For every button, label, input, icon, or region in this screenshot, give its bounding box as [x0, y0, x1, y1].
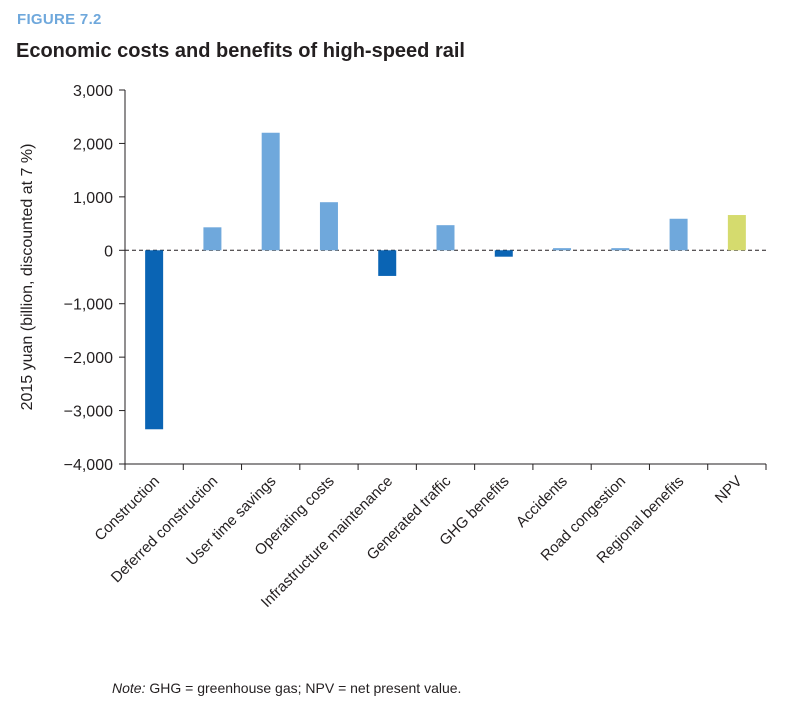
bars	[145, 132, 746, 430]
bar-regional-benefits	[669, 218, 688, 251]
bar-operating-costs	[319, 202, 338, 251]
y-tick-label: −4,000	[64, 457, 113, 474]
y-tick-label: 2,000	[73, 136, 113, 153]
y-tick-label: −3,000	[64, 404, 113, 421]
y-tick-label: 1,000	[73, 190, 113, 207]
bar-chart: 3,000 2,000 1,000 0 −1,000 −2,000 −3,000 −4,000…	[19, 83, 767, 611]
y-tick-label: 3,000	[73, 83, 113, 100]
figure-note: Note: GHG = greenhouse gas; NPV = net pr…	[112, 680, 461, 696]
y-tick-label: −1,000	[64, 297, 113, 314]
bar-construction	[145, 250, 164, 430]
y-axis: 3,000 2,000 1,000 0 −1,000 −2,000 −3,000 −4,000	[64, 83, 126, 474]
x-tick-label: Accidents	[513, 473, 571, 531]
bar-user-time-savings	[261, 132, 280, 251]
bar-generated-traffic	[436, 225, 455, 251]
bar-ghg-benefits	[494, 250, 513, 257]
x-tick-label: NPV	[712, 473, 746, 507]
x-axis	[124, 463, 767, 470]
y-tick-label: 0	[104, 243, 113, 260]
bar-accidents	[553, 248, 572, 251]
y-axis-label: 2015 yuan (billion, discounted at 7 %)	[19, 144, 36, 411]
bar-deferred-construction	[203, 227, 222, 251]
note-prefix: Note:	[112, 680, 146, 696]
y-tick-label: −2,000	[64, 350, 113, 367]
figure-label: FIGURE 7.2	[17, 11, 102, 28]
note-text: GHG = greenhouse gas; NPV = net present …	[145, 680, 462, 696]
bar-infrastructure-maintenance	[378, 250, 397, 276]
x-tick-label: Deferred construction	[108, 473, 221, 586]
bar-road-congestion	[611, 248, 630, 251]
bar-npv	[727, 215, 746, 251]
figure-title: Economic costs and benefits of high-spee…	[16, 40, 465, 62]
